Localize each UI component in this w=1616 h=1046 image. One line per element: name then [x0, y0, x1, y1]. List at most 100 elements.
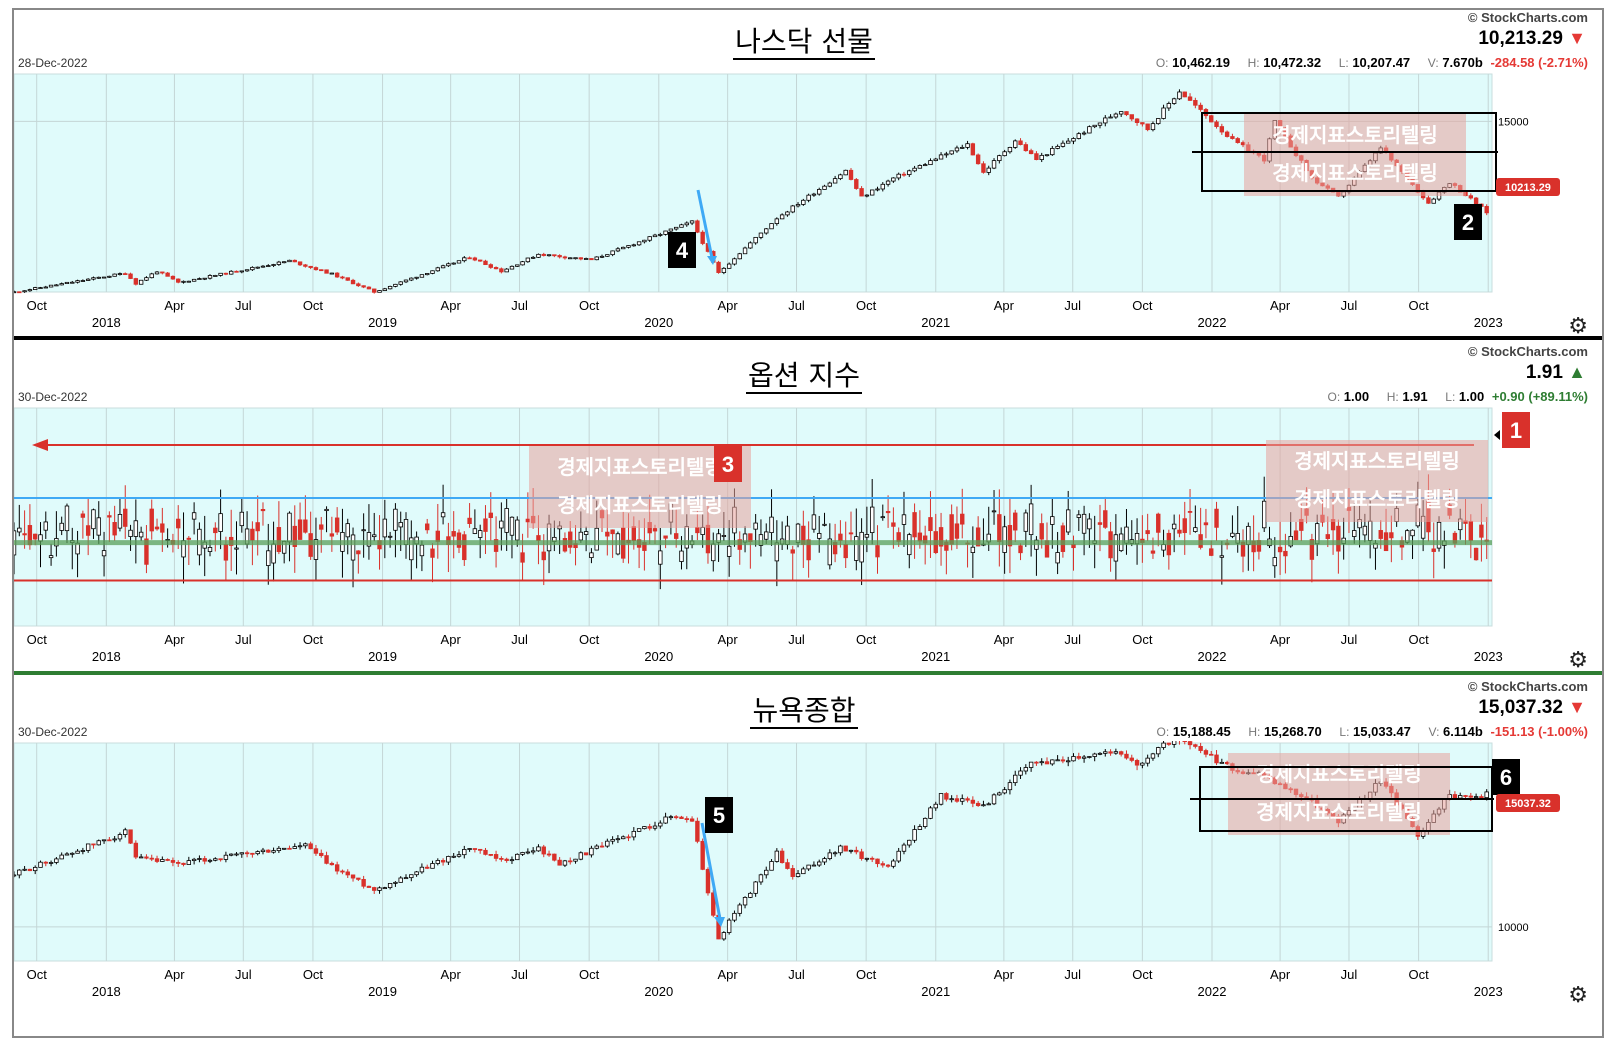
candle	[409, 277, 414, 281]
candle	[462, 257, 467, 262]
gear-icon[interactable]: ⚙	[1568, 313, 1588, 338]
candle	[896, 173, 901, 179]
candle	[207, 275, 213, 279]
candle	[303, 519, 308, 533]
candle	[817, 861, 822, 866]
candle	[165, 272, 170, 277]
candle	[552, 853, 557, 861]
candle	[1108, 116, 1113, 119]
candle	[1336, 525, 1341, 552]
candle	[123, 508, 128, 527]
ohlc-bar: O: 15,188.45 H: 15,268.70 L: 15,033.47 V…	[1156, 724, 1588, 739]
candle	[891, 522, 896, 527]
x-tick-label: Oct	[1408, 632, 1429, 647]
candle	[239, 511, 244, 527]
candle	[954, 798, 960, 802]
candle	[827, 852, 833, 860]
price-tag	[1496, 178, 1560, 196]
candle	[255, 851, 260, 855]
candle	[938, 527, 944, 547]
gear-icon[interactable]: ⚙	[1568, 982, 1588, 1007]
candle	[1034, 153, 1039, 161]
candle	[806, 194, 811, 201]
candle	[1198, 746, 1203, 751]
candle	[1262, 500, 1267, 529]
callout-number: 5	[713, 803, 725, 828]
candle	[27, 868, 33, 872]
candle	[901, 173, 907, 176]
candle	[695, 527, 700, 534]
candle	[742, 897, 748, 906]
x-tick-label: Jul	[1064, 967, 1081, 982]
x-tick-label: Jul	[511, 298, 528, 313]
candle	[38, 287, 43, 289]
candle	[414, 276, 419, 279]
candle	[409, 874, 414, 879]
candle	[313, 848, 319, 854]
candle	[1193, 527, 1198, 532]
candle	[711, 543, 716, 562]
candle	[191, 512, 197, 520]
candle	[419, 274, 425, 278]
candle	[986, 803, 991, 806]
candle	[1140, 122, 1145, 125]
candle	[387, 882, 393, 889]
candle	[85, 278, 91, 281]
candle	[1050, 148, 1055, 156]
candle	[838, 845, 843, 854]
chart-title: 나스닥 선물	[733, 25, 875, 60]
gear-icon[interactable]: ⚙	[1568, 647, 1588, 672]
candle	[308, 843, 313, 850]
x-tick-label: Apr	[718, 632, 739, 647]
candle	[1219, 761, 1225, 764]
candle	[652, 528, 658, 532]
candle	[472, 848, 478, 850]
candle	[228, 270, 234, 275]
candle	[324, 269, 329, 274]
candle	[806, 539, 811, 561]
candle	[1156, 747, 1161, 755]
candle	[801, 199, 806, 205]
candle	[107, 515, 112, 518]
x-tick-label: Apr	[164, 298, 185, 313]
candle	[361, 285, 366, 288]
candle	[562, 256, 568, 259]
candle	[456, 854, 462, 857]
candle	[578, 531, 584, 541]
candle	[144, 856, 149, 859]
chart-title: 뉴욕종합	[750, 694, 858, 729]
candle	[59, 522, 64, 531]
candle	[414, 871, 419, 876]
candle	[451, 262, 456, 265]
candle	[631, 830, 637, 838]
candle	[509, 265, 515, 270]
candle	[271, 850, 276, 853]
candle	[186, 860, 192, 865]
candle	[393, 508, 398, 531]
watermark-text: 경제지표스토리텔링	[1272, 124, 1438, 147]
candle	[477, 530, 483, 538]
candle	[864, 194, 870, 197]
candle	[260, 849, 266, 853]
candle	[827, 538, 833, 566]
candle	[525, 257, 531, 263]
down-arrow-icon: ▼	[1568, 697, 1586, 717]
candle	[843, 169, 848, 176]
candle	[753, 881, 758, 894]
candle	[467, 848, 472, 850]
candle	[483, 260, 488, 266]
candle	[822, 523, 827, 526]
callout-box	[705, 797, 733, 833]
candle	[154, 271, 160, 275]
candle	[1171, 741, 1177, 745]
candle	[1013, 774, 1018, 784]
candle	[266, 550, 271, 566]
candle	[817, 189, 822, 195]
candle	[64, 505, 70, 532]
candle	[1309, 539, 1315, 560]
candle	[1023, 144, 1029, 152]
candle	[721, 535, 727, 537]
candle	[493, 267, 499, 270]
candle	[647, 826, 652, 829]
candle	[557, 255, 562, 258]
